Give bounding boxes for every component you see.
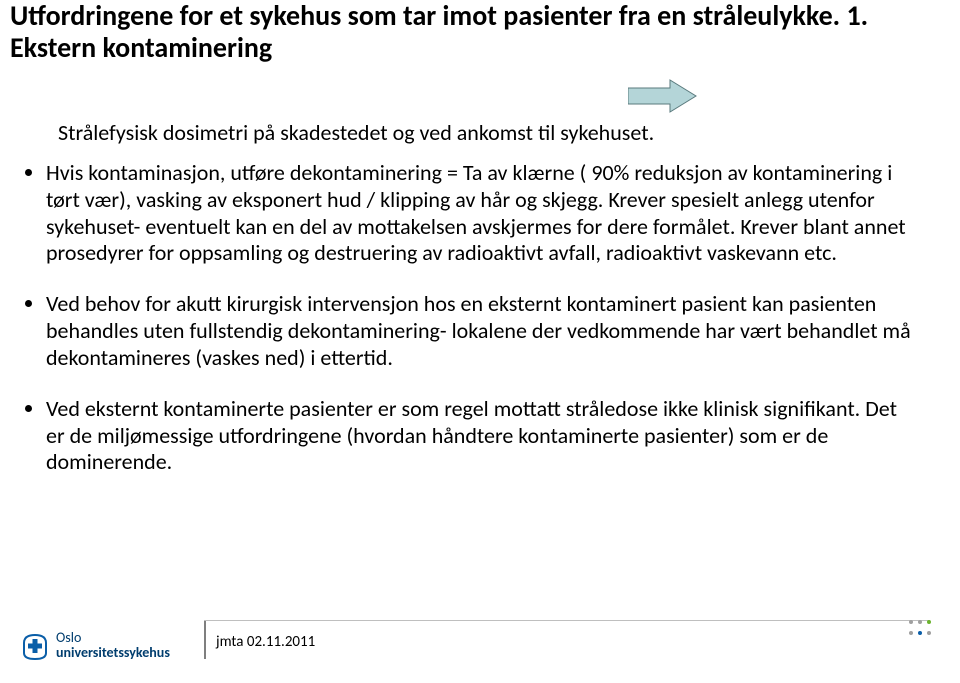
slide: Utfordringene for et sykehus som tar imo… — [0, 0, 960, 683]
footer: Oslo universitetssykehus jmta 02.11.2011 — [0, 613, 960, 661]
logo-icon — [20, 631, 50, 661]
bullet-item: Hvis kontaminasjon, utføre dekontamineri… — [46, 160, 920, 267]
arrow-icon — [628, 78, 698, 114]
slide-subtitle: Strålefysisk dosimetri på skadestedet og… — [58, 120, 920, 146]
logo: Oslo universitetssykehus — [20, 631, 170, 661]
slide-title: Utfordringene for et sykehus som tar imo… — [10, 0, 930, 64]
footer-rule — [204, 620, 930, 621]
footer-date: jmta 02.11.2011 — [216, 633, 315, 651]
corner-dots-icon — [906, 617, 934, 639]
bullet-item: Ved behov for akutt kirurgisk intervensj… — [46, 291, 920, 371]
logo-text: Oslo universitetssykehus — [56, 631, 170, 660]
bullet-item: Ved eksternt kontaminerte pasienter er s… — [46, 396, 920, 476]
bullet-list: Hvis kontaminasjon, utføre dekontamineri… — [18, 160, 920, 500]
footer-separator — [204, 621, 206, 659]
logo-line2: universitetssykehus — [56, 646, 170, 661]
